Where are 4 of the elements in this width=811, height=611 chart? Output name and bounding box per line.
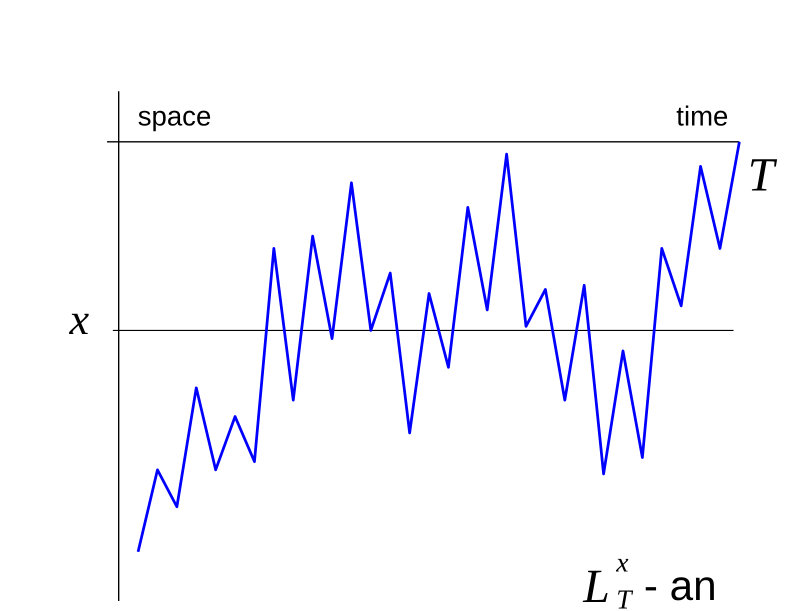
x-axis-title: time: [676, 100, 728, 132]
y-axis-title: space: [138, 100, 212, 132]
ref-line-label: x: [68, 295, 90, 344]
text: T: [748, 148, 778, 202]
